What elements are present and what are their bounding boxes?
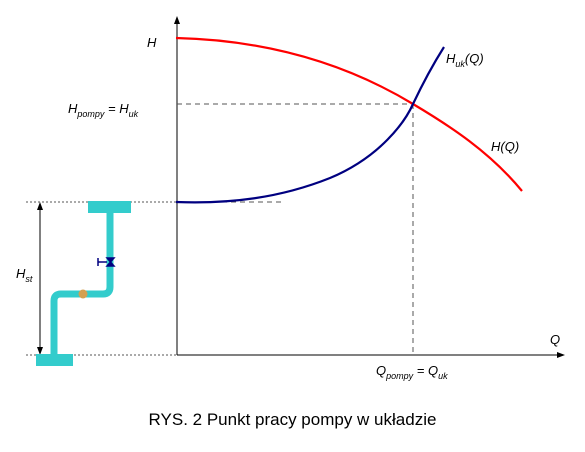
system-curve-label: Huk(Q) — [446, 51, 484, 69]
pipe — [50, 210, 114, 356]
guide-lines — [177, 103, 414, 355]
static-head-label: Hst — [16, 266, 33, 284]
pump-curve-label: H(Q) — [491, 139, 519, 154]
x-axis-arrow — [557, 352, 565, 358]
operating-head-label: Hpompy = Huk — [68, 101, 139, 119]
static-head-arrow-bottom — [37, 347, 43, 355]
y-axis-arrow — [174, 16, 180, 24]
y-axis-label: H — [147, 35, 157, 50]
static-head-arrow-top — [37, 202, 43, 210]
axes — [174, 16, 565, 358]
system-curve — [175, 46, 445, 204]
pipe-schematic — [36, 201, 131, 366]
figure-caption: RYS. 2 Punkt pracy pompy w układzie — [148, 410, 437, 429]
pump-marker — [78, 289, 88, 299]
lower-tank — [36, 354, 73, 366]
upper-tank — [88, 201, 131, 213]
pump-curve — [175, 36, 523, 192]
valve-icon — [97, 257, 116, 267]
static-head-dimension — [37, 202, 43, 355]
dotted-extensions — [26, 201, 177, 356]
operating-flow-label: Qpompy = Quk — [376, 363, 448, 381]
x-axis-label: Q — [550, 332, 560, 347]
